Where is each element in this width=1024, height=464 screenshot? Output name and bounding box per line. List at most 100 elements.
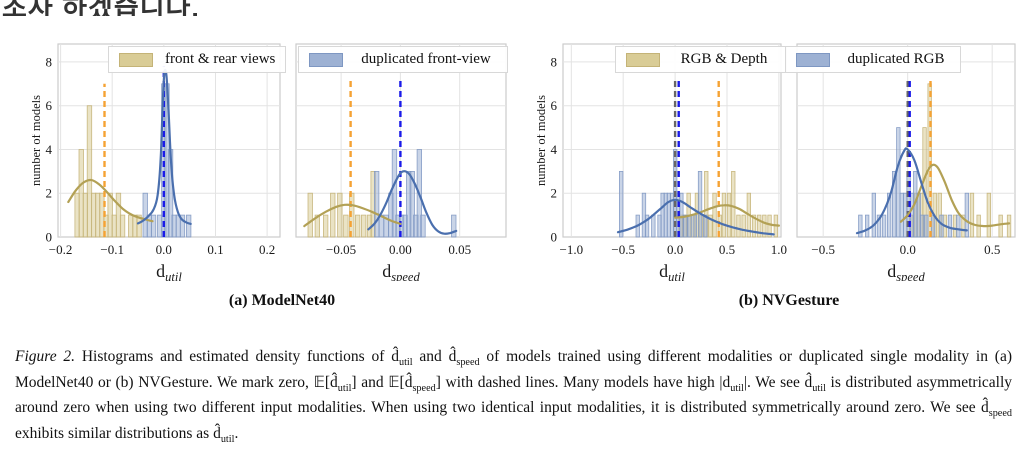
plot-modelnet40-d-util: −0.2 −0.1 0.0 0.1 0.2 0 2 4 6 8 number of models du… [32,38,292,281]
legend-nvgesture-d-speed: duplicated RGB [785,46,961,73]
caption-text-segment: and [412,348,449,365]
caption-text-segment: of models trained using different modali… [15,348,1012,391]
caption-text-segment: with dashed lines. Many models have high [440,373,720,391]
svg-text:0.00: 0.00 [389,242,412,257]
mean-dashed-lines [349,77,402,237]
plot-nvgesture-d-util: −1.0 −0.5 0.0 0.5 1.0 0 2 4 6 8 number of models du… [537,38,793,281]
svg-text:8: 8 [551,54,558,69]
caption-text-segment: ] [351,373,357,391]
caption-subscript: util [337,382,352,394]
legend-nvgesture-d-util: RGB & Depth [615,46,787,73]
x-axis-label: dspeed [382,261,420,281]
caption-subscript: util [398,357,413,369]
svg-text:0.0: 0.0 [667,242,683,257]
svg-text:−0.05: −0.05 [326,242,356,257]
x-axis-label: dutil [659,261,685,281]
subfigure-caption-a: (a) ModelNet40 [228,292,336,309]
plot-modelnet40-d-speed: −0.05 0.00 0.05 dspeed duplicated front-view [270,38,518,281]
svg-text:0.2: 0.2 [259,242,275,257]
legend-label: duplicated RGB [847,51,945,67]
density-curve-tan [67,178,154,223]
svg-text:−0.5: −0.5 [811,242,835,257]
x-axis-ticks: −0.5 0.0 0.5 [811,242,1000,257]
caption-text-segment: Histograms and estimated density functio… [75,348,392,365]
clipped-korean-text: 조사 하겠습니다. [2,0,200,16]
legend-swatch-tan-icon [626,52,660,67]
legend-swatch-tan-icon [119,52,153,67]
x-axis-ticks: −0.05 0.00 0.05 [326,242,471,257]
legend-label: RGB & Depth [680,51,768,67]
histogram-bars-tan [74,105,142,238]
legend-modelnet40-d-speed: duplicated front-view [298,46,508,73]
density-curve-blue [367,170,458,235]
caption-subscript: speed [988,408,1012,420]
svg-text:0.0: 0.0 [156,242,172,257]
svg-text:0: 0 [46,230,53,245]
caption-subscript: util [220,434,235,446]
caption-subscript: speed [412,382,436,394]
caption-text-segment: 𝔼[d̂ [313,373,338,391]
svg-text:−0.5: −0.5 [611,242,635,257]
caption-text-segment: d̂ [804,373,813,391]
svg-text:0.05: 0.05 [448,242,471,257]
y-axis-ticks: 0 2 4 6 8 [551,54,558,244]
caption-subscript: util [730,382,744,394]
legend-swatch-blue-icon [309,52,343,67]
caption-text-segment: d̂ [448,348,457,365]
caption-text-segment: is distributed asymmetrically around zer… [15,373,1012,417]
mean-dashed-lines [906,77,932,237]
svg-text:−0.1: −0.1 [100,242,124,257]
mean-dashed-lines [673,77,720,237]
density-curve-blue [855,147,968,235]
svg-text:4: 4 [46,142,53,157]
plot-svg-modelnet40-d-util: −0.2 −0.1 0.0 0.1 0.2 0 2 4 6 8 number of models du… [32,43,281,281]
caption-text-segment: exhibits similar distributions as [15,424,214,442]
legend-label: front & rear views [165,51,276,67]
legend-label: duplicated front-view [361,51,491,67]
plot-svg-modelnet40-d-speed: −0.05 0.00 0.05 dspeed [295,43,507,281]
y-axis-label: number of models [537,95,548,186]
x-axis-label: dutil [156,261,182,281]
caption-subscript: speed [456,357,480,369]
caption-text-segment: |d [719,373,731,391]
density-curve-tan [303,203,402,228]
plot-svg-nvgesture-d-util: −1.0 −0.5 0.0 0.5 1.0 0 2 4 6 8 number of models du… [537,43,788,281]
caption-text-segment: |. We see [743,373,805,391]
svg-text:8: 8 [46,54,53,69]
x-axis-ticks: −0.2 −0.1 0.0 0.1 0.2 [49,242,275,257]
caption-text-segment: 𝔼[d̂ [388,373,413,391]
caption-text-segment: d̂ [391,348,399,365]
svg-text:2: 2 [46,186,53,201]
legend-swatch-blue-icon [796,52,830,67]
density-curve-tan [899,163,1011,228]
legend-modelnet40-d-util: front & rear views [108,46,286,73]
svg-text:0.5: 0.5 [984,242,1000,257]
histogram-bars-blue [142,83,192,238]
clipped-korean-header: 조사 하겠습니다. [2,0,302,16]
caption-text-segment: Figure 2. [15,348,76,365]
figure-caption: Figure 2. Histograms and estimated densi… [15,345,1012,448]
svg-text:0.0: 0.0 [900,242,916,257]
y-axis-label: number of models [32,95,43,186]
density-curve-blue [616,198,775,236]
svg-text:0.5: 0.5 [719,242,735,257]
subfigure-caption-b: (b) NVGesture [738,292,840,309]
x-axis-ticks: −1.0 −0.5 0.0 0.5 1.0 [560,242,788,257]
x-axis-label: dspeed [887,261,925,281]
svg-text:−0.2: −0.2 [49,242,73,257]
svg-text:−1.0: −1.0 [560,242,584,257]
caption-subscript: util [812,382,826,394]
caption-text-segment: d̂ [980,399,989,417]
svg-text:6: 6 [551,98,558,113]
caption-text-segment: . [234,424,239,442]
svg-text:1.0: 1.0 [771,242,787,257]
svg-text:2: 2 [551,186,558,201]
svg-text:0: 0 [551,230,558,245]
caption-text-segment: d̂ [213,424,221,442]
y-axis-ticks: 0 2 4 6 8 [46,54,53,244]
svg-text:4: 4 [551,142,558,157]
density-curve-tan [674,204,780,227]
svg-text:6: 6 [46,98,53,113]
plot-nvgesture-d-speed: −0.5 0.0 0.5 dspeed duplicated RGB [771,38,1023,281]
